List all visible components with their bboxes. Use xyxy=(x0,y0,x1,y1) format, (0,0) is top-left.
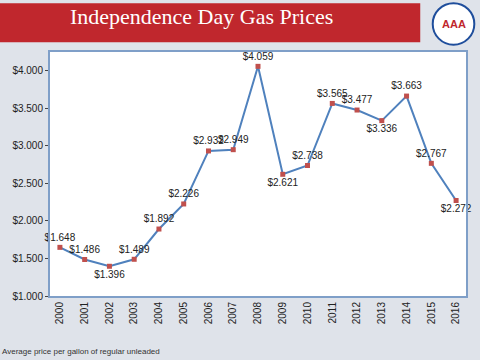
svg-text:$2.226: $2.226 xyxy=(168,188,199,199)
svg-text:2002: 2002 xyxy=(104,302,115,325)
svg-text:$1.892: $1.892 xyxy=(144,213,175,224)
svg-text:2001: 2001 xyxy=(79,302,90,325)
svg-text:$1.396: $1.396 xyxy=(94,269,125,280)
svg-text:$4.059: $4.059 xyxy=(243,51,274,62)
svg-text:2012: 2012 xyxy=(351,302,362,325)
svg-text:2013: 2013 xyxy=(376,302,387,325)
svg-text:$2.949: $2.949 xyxy=(218,134,249,145)
svg-text:2006: 2006 xyxy=(203,302,214,325)
svg-text:$3.500: $3.500 xyxy=(12,103,43,114)
svg-text:$1.500: $1.500 xyxy=(12,253,43,264)
svg-text:$1.000: $1.000 xyxy=(12,291,43,302)
svg-text:AAA: AAA xyxy=(442,18,466,30)
svg-text:2007: 2007 xyxy=(227,302,238,325)
svg-text:2005: 2005 xyxy=(178,302,189,325)
svg-text:$3.663: $3.663 xyxy=(391,80,422,91)
svg-text:Average price per gallon of re: Average price per gallon of regular unle… xyxy=(2,347,160,356)
svg-text:$4.000: $4.000 xyxy=(12,65,43,76)
svg-text:2009: 2009 xyxy=(277,302,288,325)
svg-text:$2.272: $2.272 xyxy=(441,203,472,214)
svg-text:$2.621: $2.621 xyxy=(267,177,298,188)
svg-text:Independence Day Gas Prices: Independence Day Gas Prices xyxy=(70,4,333,29)
svg-text:$1.489: $1.489 xyxy=(119,244,150,255)
svg-text:2008: 2008 xyxy=(252,302,263,325)
svg-text:$3.336: $3.336 xyxy=(367,123,398,134)
svg-text:$2.767: $2.767 xyxy=(416,148,447,159)
svg-text:$2.932: $2.932 xyxy=(193,135,224,146)
svg-text:$2.000: $2.000 xyxy=(12,215,43,226)
svg-text:$1.648: $1.648 xyxy=(45,232,76,243)
svg-text:$3.565: $3.565 xyxy=(317,88,348,99)
svg-text:2014: 2014 xyxy=(401,302,412,325)
svg-text:2015: 2015 xyxy=(426,302,437,325)
svg-text:2004: 2004 xyxy=(153,302,164,325)
svg-text:2011: 2011 xyxy=(327,302,338,324)
svg-text:$3.477: $3.477 xyxy=(342,94,373,105)
svg-text:2016: 2016 xyxy=(450,302,461,325)
svg-text:$3.000: $3.000 xyxy=(12,140,43,151)
svg-text:$1.486: $1.486 xyxy=(69,244,100,255)
svg-text:2003: 2003 xyxy=(128,302,139,325)
svg-text:$2.738: $2.738 xyxy=(292,150,323,161)
svg-text:2010: 2010 xyxy=(302,302,313,325)
svg-text:$2.500: $2.500 xyxy=(12,178,43,189)
svg-text:2000: 2000 xyxy=(54,302,65,325)
